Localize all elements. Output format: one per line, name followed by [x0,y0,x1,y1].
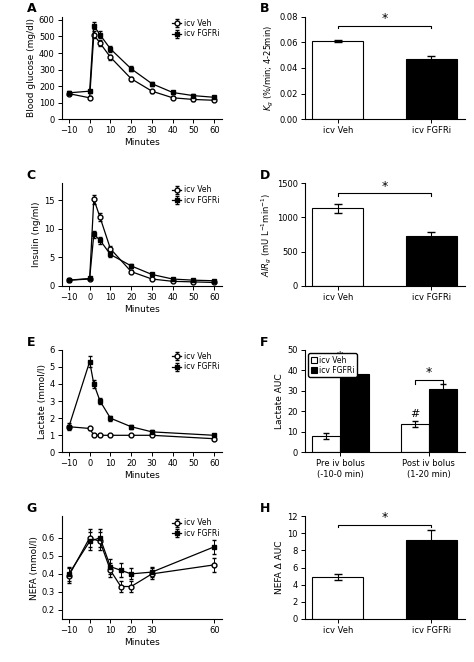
Y-axis label: NEFA Δ AUC: NEFA Δ AUC [275,541,284,594]
Legend: icv Veh, icv FGFRi: icv Veh, icv FGFRi [309,354,357,377]
X-axis label: Minutes: Minutes [124,471,159,480]
Text: *: * [382,511,388,524]
Text: E: E [27,336,35,348]
X-axis label: Minutes: Minutes [124,305,159,314]
Y-axis label: Insulin (ng/ml): Insulin (ng/ml) [32,202,41,267]
Legend: icv Veh, icv FGFRi: icv Veh, icv FGFRi [172,518,219,538]
Y-axis label: Lactate AUC: Lactate AUC [275,373,284,429]
Text: #: # [410,408,419,418]
Legend: icv Veh, icv FGFRi: icv Veh, icv FGFRi [172,185,219,205]
Text: D: D [260,169,270,182]
Bar [312,577,364,619]
Text: *: * [337,350,343,363]
Bar [340,374,369,452]
Y-axis label: Blood glucose (mg/dl): Blood glucose (mg/dl) [27,19,36,117]
Y-axis label: NEFA (mmol/l): NEFA (mmol/l) [30,536,39,600]
Legend: icv Veh, icv FGFRi: icv Veh, icv FGFRi [172,352,219,371]
Y-axis label: $AIR_g$ (mU L$^{-1}$min$^{-1}$): $AIR_g$ (mU L$^{-1}$min$^{-1}$) [259,193,274,277]
Y-axis label: Lactate (mmol/l): Lactate (mmol/l) [37,363,46,438]
Bar [406,236,457,286]
Text: G: G [27,502,36,515]
Bar [312,209,364,286]
X-axis label: Minutes: Minutes [124,638,159,647]
Text: F: F [260,336,268,348]
Legend: icv Veh, icv FGFRi: icv Veh, icv FGFRi [172,19,219,38]
Bar [406,59,457,119]
Text: H: H [260,502,270,515]
Bar [401,424,429,452]
Bar [312,41,364,119]
Text: B: B [260,3,269,15]
Bar [429,389,457,452]
X-axis label: Minutes: Minutes [124,138,159,147]
Bar [312,436,340,452]
Text: A: A [27,3,36,15]
Text: *: * [382,180,388,193]
Y-axis label: $K_g$ (%/min; 4-25min): $K_g$ (%/min; 4-25min) [264,24,276,111]
Text: *: * [426,367,432,379]
Text: *: * [382,12,388,25]
Text: C: C [27,169,36,182]
Bar [406,540,457,619]
